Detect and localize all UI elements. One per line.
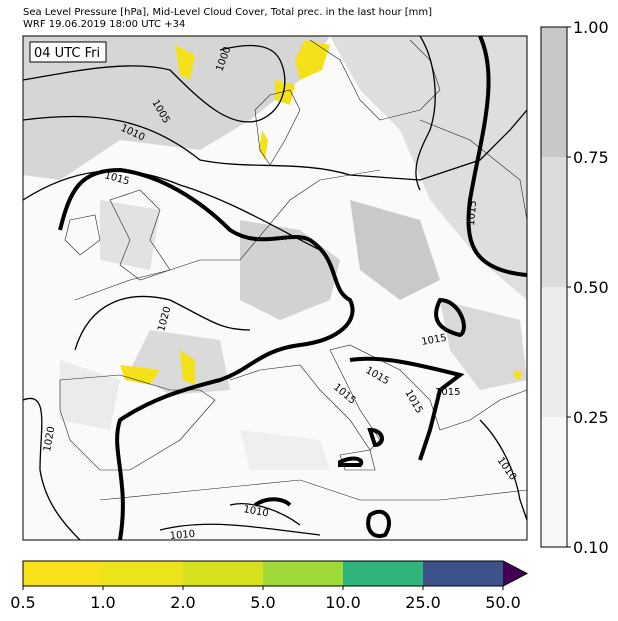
title-line: Sea Level Pressure [hPa], Mid-Level Clou… bbox=[23, 7, 432, 18]
precip-tick-label: 50.0 bbox=[485, 593, 521, 612]
cloud-tick-label: 0.75 bbox=[573, 148, 609, 167]
time-label: 04 UTC Fri bbox=[34, 46, 100, 61]
cloud-tick-label: 0.10 bbox=[573, 538, 609, 557]
subtitle-line: WRF 19.06.2019 18:00 UTC +34 bbox=[23, 19, 185, 30]
precipitation bbox=[120, 40, 522, 385]
precip-colorbar-frame bbox=[22, 560, 529, 587]
cloud-color-step bbox=[541, 157, 567, 287]
cloud-color-step bbox=[541, 27, 567, 157]
precip-tick-label: 1.0 bbox=[90, 593, 115, 612]
isobar-label: 1020 bbox=[42, 426, 57, 453]
isobar-label: 1010 bbox=[169, 529, 195, 542]
precip-color-step bbox=[423, 561, 503, 586]
isobars bbox=[22, 35, 528, 541]
precip-tick-label: 25.0 bbox=[405, 593, 441, 612]
cloud-cover bbox=[23, 36, 527, 470]
cloud-colorbar bbox=[540, 26, 568, 548]
precip-color-step bbox=[103, 561, 183, 586]
map-frame bbox=[22, 35, 528, 541]
isobar-label: 1010 bbox=[242, 504, 269, 519]
precip-tick-label: 2.0 bbox=[170, 593, 195, 612]
precip-colorbar bbox=[22, 560, 529, 587]
precip-extend-arrow bbox=[503, 561, 527, 586]
map: 1000 1005 1010 1015 1015 1020 1015 1015 … bbox=[22, 35, 528, 542]
precip-color-step bbox=[263, 561, 343, 586]
time-box bbox=[29, 41, 107, 63]
isobar-label: 1015 bbox=[421, 333, 448, 348]
cloud-color-step bbox=[541, 287, 567, 417]
cloud-tick-label: 0.25 bbox=[573, 408, 609, 427]
cloud-tick-label: 1.00 bbox=[573, 18, 609, 37]
precip-color-step bbox=[183, 561, 263, 586]
cloud-tick-label: 0.50 bbox=[573, 278, 609, 297]
precip-tick-label: 0.5 bbox=[10, 593, 35, 612]
isobar-label: 1015 bbox=[435, 387, 460, 398]
cloud-color-step bbox=[541, 417, 567, 547]
precip-color-step bbox=[23, 561, 103, 586]
precip-color-step bbox=[343, 561, 423, 586]
isobar-label: 1015 bbox=[466, 200, 479, 226]
precip-tick-label: 5.0 bbox=[250, 593, 275, 612]
precip-tick-label: 10.0 bbox=[325, 593, 361, 612]
